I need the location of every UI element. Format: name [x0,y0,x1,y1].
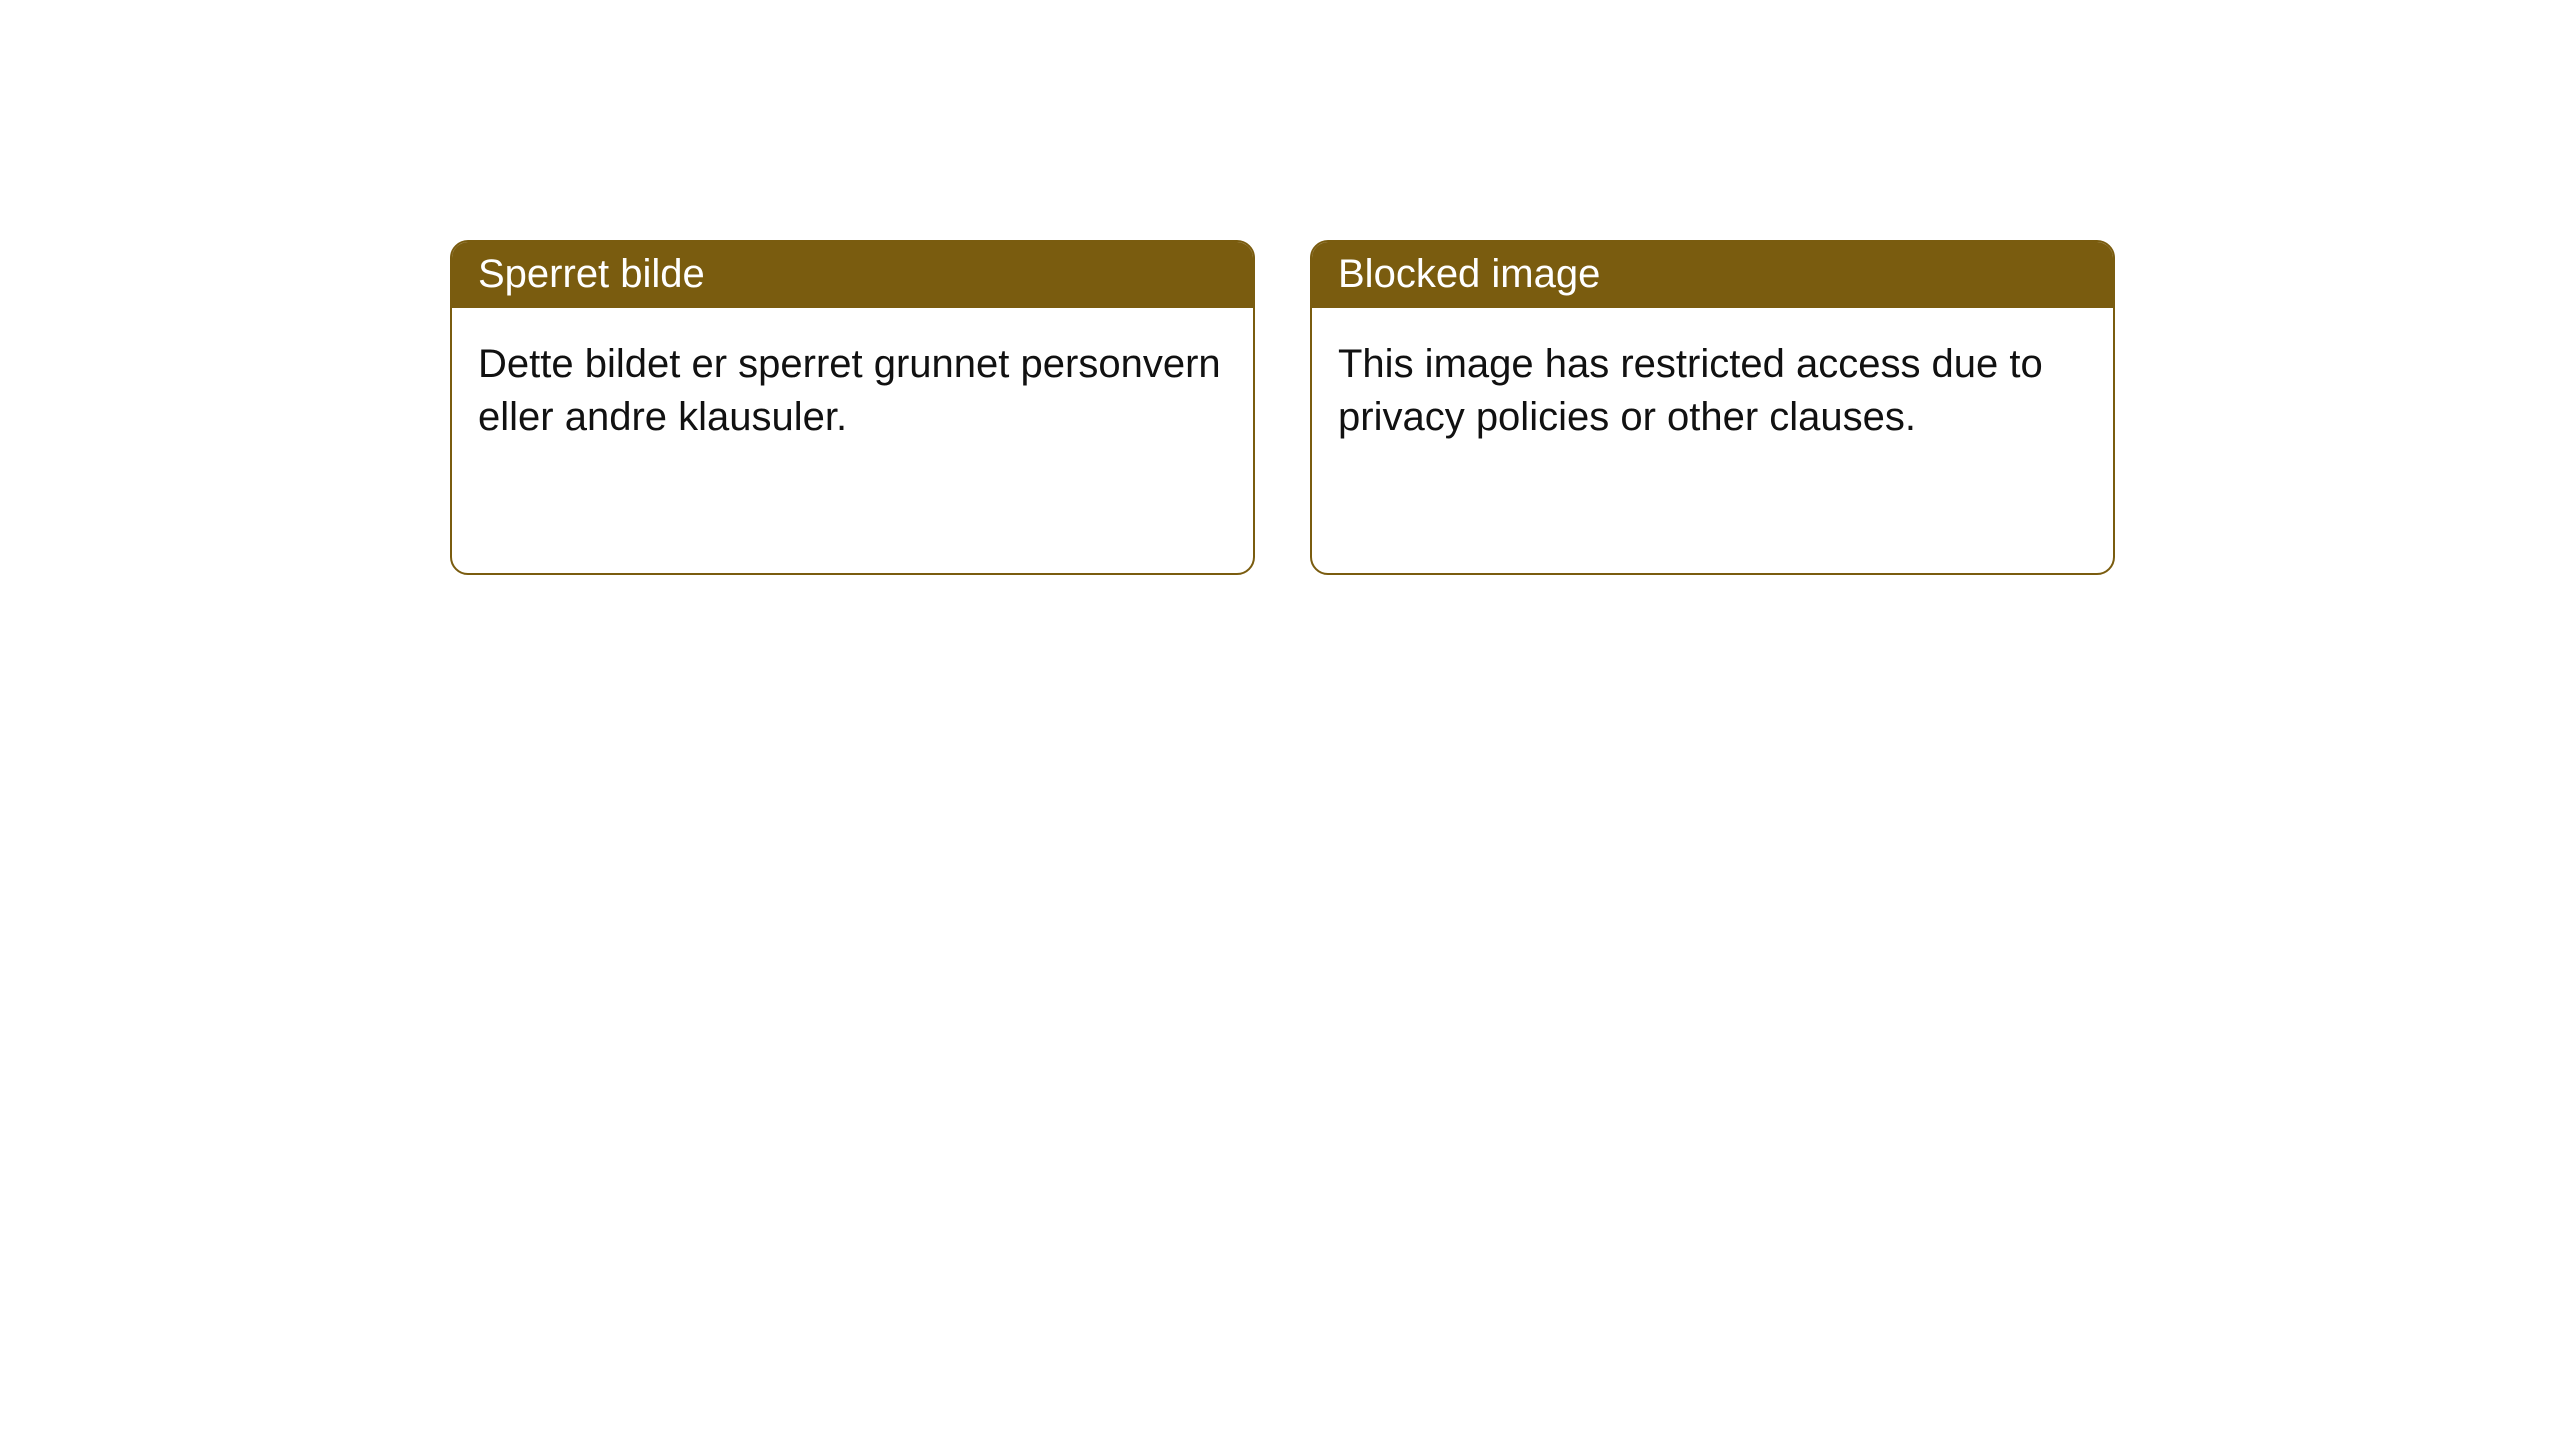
notice-card-body: This image has restricted access due to … [1312,308,2113,474]
page-canvas: Sperret bilde Dette bildet er sperret gr… [0,0,2560,1440]
notice-card-norwegian: Sperret bilde Dette bildet er sperret gr… [450,240,1255,575]
notice-cards-row: Sperret bilde Dette bildet er sperret gr… [450,240,2115,575]
notice-card-body: Dette bildet er sperret grunnet personve… [452,308,1253,474]
notice-card-title: Blocked image [1312,242,2113,308]
notice-card-title: Sperret bilde [452,242,1253,308]
notice-card-english: Blocked image This image has restricted … [1310,240,2115,575]
